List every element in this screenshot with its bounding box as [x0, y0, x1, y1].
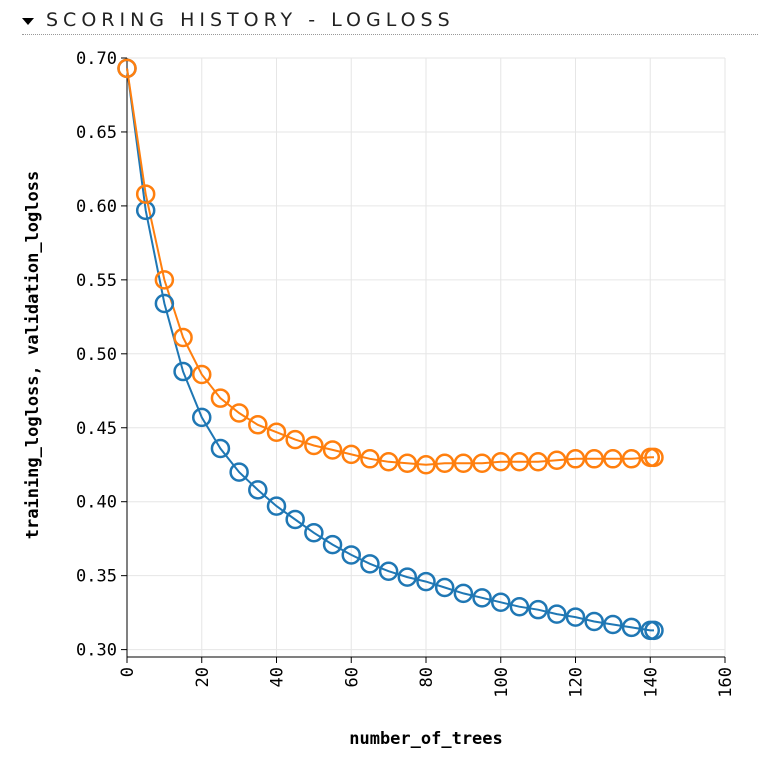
y-axis-ticks: 0.30 0.35 0.40 0.45 0.50 0.55 0.60 0.65 0.70: [76, 49, 127, 661]
series-0-point: [378, 561, 399, 581]
series-1-point: [434, 453, 455, 473]
series-1-point: [603, 449, 623, 469]
series-1-point: [322, 440, 343, 460]
y-tick-label: 0.40: [76, 493, 117, 513]
x-tick-label: 80: [417, 667, 437, 687]
series-1-point: [453, 453, 474, 473]
series-1-point: [416, 454, 436, 475]
x-tick-label: 160: [716, 667, 736, 698]
x-tick-label: 120: [567, 667, 587, 698]
series-1-point: [192, 364, 212, 385]
series-0-point: [416, 571, 436, 592]
series-0-point: [565, 607, 586, 627]
series-1-point: [154, 270, 175, 290]
series-layer: [117, 58, 664, 641]
x-axis-title: number_of_trees: [349, 729, 503, 749]
x-tick-label: 140: [641, 667, 661, 698]
y-tick-label: 0.60: [76, 197, 117, 217]
series-0-point: [603, 614, 623, 635]
series-1-point: [547, 450, 567, 471]
series-1-point: [304, 435, 324, 456]
x-tick-label: 40: [268, 667, 288, 687]
series-0-point: [154, 293, 175, 314]
series-0-point: [173, 361, 193, 382]
series-1-point: [266, 422, 287, 442]
series-1-point: [528, 452, 548, 472]
y-tick-label: 0.30: [76, 641, 117, 661]
x-axis-ticks: 0 20 40 60 80 100 120 140 160: [118, 657, 736, 698]
series-0-point: [453, 583, 474, 604]
series-1-point: [285, 429, 305, 450]
series-0-point: [528, 599, 548, 620]
series-0-point: [584, 611, 604, 632]
grid-lines: [126, 57, 726, 657]
caret-down-icon[interactable]: [22, 17, 34, 25]
series-0-point: [248, 480, 268, 500]
series-1-point: [173, 327, 193, 348]
series-0-point: [341, 545, 361, 565]
y-tick-label: 0.65: [76, 123, 117, 143]
y-tick-label: 0.50: [76, 345, 117, 365]
series-0-point: [472, 588, 492, 608]
series-1-point: [341, 444, 361, 465]
series-0-point: [322, 534, 343, 555]
series-1-point: [491, 452, 511, 472]
y-axis-title: training_logloss, validation_logloss: [23, 171, 43, 539]
x-tick-label: 100: [492, 667, 512, 698]
x-tick-label: 20: [193, 667, 213, 687]
series-1-point: [378, 452, 399, 472]
series-line-0: [126, 68, 654, 632]
series-0-point: [491, 592, 511, 613]
series-line-1: [126, 68, 654, 466]
series-1-point: [397, 453, 418, 473]
section-title: SCORING HISTORY - LOGLOSS: [46, 9, 455, 31]
y-tick-label: 0.45: [76, 419, 117, 439]
series-1-point: [210, 388, 231, 408]
series-0-point: [360, 554, 380, 574]
series-0-point: [210, 438, 231, 459]
y-tick-label: 0.55: [76, 271, 117, 291]
series-0-point: [644, 620, 664, 641]
series-0-point: [509, 596, 530, 617]
series-1-point: [584, 449, 604, 469]
series-1-point: [248, 415, 268, 435]
x-tick-label: 0: [118, 667, 138, 677]
series-1-point: [360, 449, 380, 469]
series-1-point: [117, 58, 137, 79]
series-0-point: [621, 617, 642, 638]
series-0-point: [192, 407, 212, 428]
series-1-point: [644, 447, 664, 468]
series-0-point: [304, 523, 324, 543]
y-tick-label: 0.70: [76, 49, 117, 69]
series-0-point: [229, 462, 249, 482]
series-0-point: [434, 577, 455, 598]
section-header[interactable]: SCORING HISTORY - LOGLOSS: [22, 6, 758, 35]
series-0-point: [266, 496, 287, 516]
series-0-point: [285, 509, 305, 530]
series-1-point: [135, 184, 156, 204]
series-1-point: [621, 449, 642, 469]
series-0-point: [397, 567, 418, 587]
series-1-point: [229, 403, 249, 423]
series-1-point: [565, 449, 586, 469]
series-1-point: [472, 453, 492, 473]
series-0-point: [547, 604, 567, 624]
x-tick-label: 60: [342, 667, 362, 687]
series-1-point: [509, 452, 530, 472]
y-tick-label: 0.35: [76, 567, 117, 587]
